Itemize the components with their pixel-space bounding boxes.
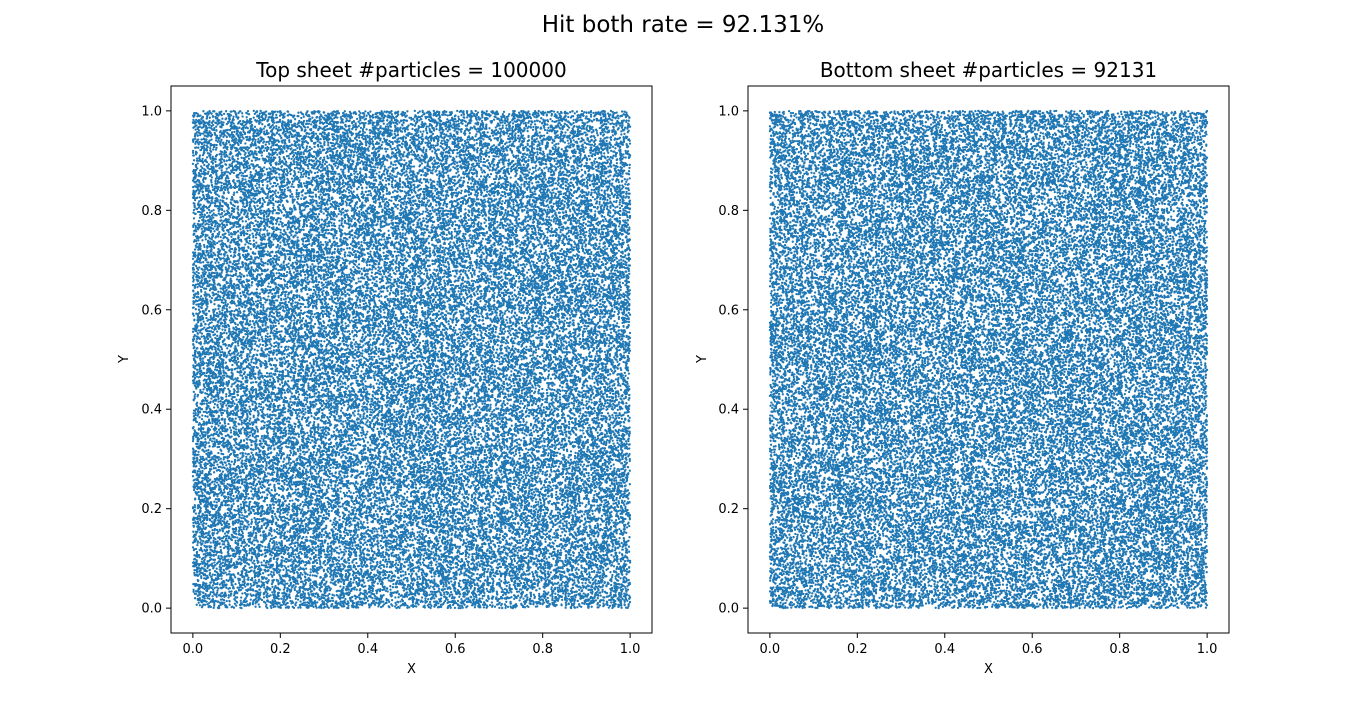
y-tick-label: 0.8 — [718, 204, 739, 219]
scatter-points — [191, 109, 632, 610]
y-tick-label: 0.8 — [141, 204, 162, 219]
y-tick-label: 1.0 — [141, 104, 162, 119]
y-tick-label: 0.2 — [141, 502, 162, 517]
x-tick-label: 0.2 — [270, 642, 291, 657]
y-axis: 0.0 0.2 0.4 0.6 0.8 1.0 — [141, 104, 171, 617]
y-tick-label: 0.6 — [141, 303, 162, 318]
axes-frame — [170, 85, 653, 634]
x-tick-label: 0.2 — [847, 642, 868, 657]
y-tick-label: 0.0 — [718, 602, 739, 617]
x-tick-label: 0.0 — [760, 642, 781, 657]
x-tick-label: 0.0 — [183, 642, 204, 657]
y-axis: 0.0 0.2 0.4 0.6 0.8 1.0 — [718, 104, 748, 617]
y-tick-label: 0.4 — [141, 403, 162, 418]
x-axis: 0.0 0.2 0.4 0.6 0.8 1.0 — [760, 633, 1218, 657]
figure-title: Hit both rate = 92.131% — [542, 12, 825, 38]
scatter-points — [768, 109, 1209, 610]
subplot-bottom-sheet: Bottom sheet #particles = 92131 0.0 0.2 0.… — [695, 58, 1230, 677]
x-axis-label: X — [984, 662, 993, 677]
y-tick-label: 0.6 — [718, 303, 739, 318]
x-tick-label: 0.8 — [532, 642, 553, 657]
x-tick-label: 0.4 — [934, 642, 955, 657]
scatter-marker-cloud — [768, 109, 1209, 610]
y-axis-label: Y — [117, 355, 132, 364]
y-axis-label: Y — [695, 355, 710, 364]
x-tick-label: 0.8 — [1109, 642, 1130, 657]
subplot-title: Bottom sheet #particles = 92131 — [820, 58, 1157, 82]
x-axis: 0.0 0.2 0.4 0.6 0.8 1.0 — [183, 633, 641, 657]
y-tick-label: 1.0 — [718, 104, 739, 119]
y-tick-label: 0.0 — [141, 602, 162, 617]
x-axis-label: X — [407, 662, 416, 677]
x-tick-label: 0.4 — [357, 642, 378, 657]
x-tick-label: 1.0 — [620, 642, 641, 657]
x-tick-label: 0.6 — [1022, 642, 1043, 657]
y-tick-label: 0.4 — [718, 403, 739, 418]
x-tick-label: 1.0 — [1197, 642, 1218, 657]
y-tick-label: 0.2 — [718, 502, 739, 517]
subplot-title: Top sheet #particles = 100000 — [255, 58, 566, 82]
subplot-top-sheet: Top sheet #particles = 100000 0.0 0.2 0.4 0… — [117, 58, 653, 677]
axes-frame — [747, 85, 1230, 634]
x-tick-label: 0.6 — [445, 642, 466, 657]
scatter-marker-cloud — [191, 109, 632, 610]
